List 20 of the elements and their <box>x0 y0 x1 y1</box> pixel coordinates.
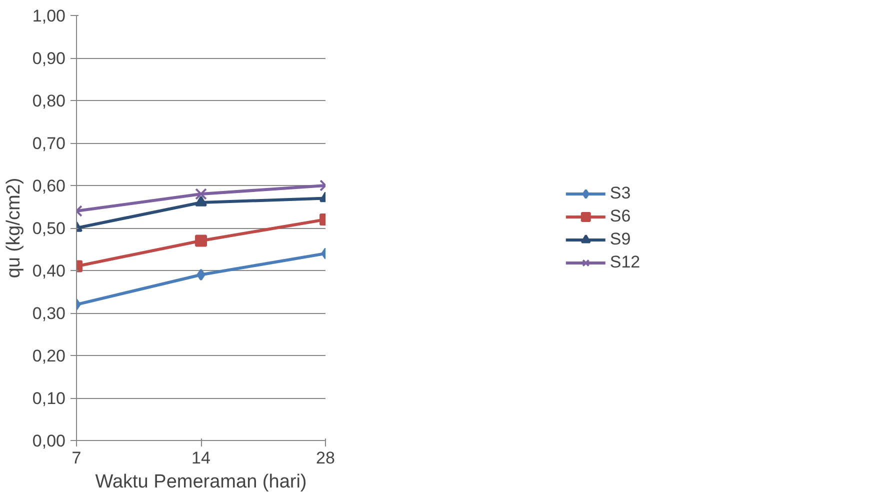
x-tick-label: 14 <box>192 448 210 468</box>
x-axis-title: Waktu Pemeraman (hari) <box>95 472 307 492</box>
legend-label: S3 <box>610 183 631 203</box>
y-tick-label: 0,00 <box>32 432 66 450</box>
y-tick-label: 0,50 <box>32 219 66 238</box>
y-tick-label: 0,60 <box>32 176 66 196</box>
y-tick-label: 0,90 <box>32 49 66 68</box>
y-axis-title: qu (kg/cm2) <box>3 178 24 278</box>
y-tick-label: 0,30 <box>32 304 66 323</box>
x-tick-label: 28 <box>316 448 335 468</box>
x-tick-label: 7 <box>72 448 82 468</box>
legend-label: S9 <box>610 229 631 249</box>
y-tick-label: 0,20 <box>32 346 66 366</box>
y-tick-label: 0,70 <box>32 134 66 153</box>
legend-label: S12 <box>610 252 640 272</box>
y-tick-label: 0,40 <box>32 262 66 280</box>
legend-label: S6 <box>610 206 631 226</box>
y-tick-label: 0,80 <box>32 92 66 110</box>
y-tick-label: 0,10 <box>32 389 66 408</box>
y-tick-label: 1,00 <box>32 6 66 26</box>
